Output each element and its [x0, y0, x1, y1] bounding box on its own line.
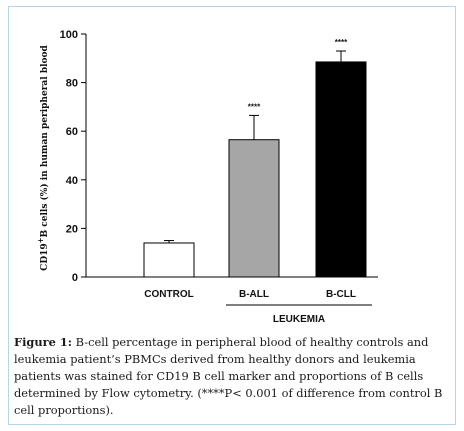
plot-area: 0 20 40 60 80 100 CONTROL **** B-ALL **** B-CLL LEU…	[60, 29, 378, 325]
group-label: LEUKEMIA	[273, 314, 325, 325]
significance-label: ****	[335, 38, 348, 47]
figure-caption: Figure 1: B-cell percentage in periphera…	[14, 334, 450, 419]
y-axis-label-rest: B cells (%) in human peripheral blood	[39, 44, 50, 237]
bar-chart: CD19+B cells (%) in human peripheral blo…	[36, 29, 378, 325]
bar-control	[143, 242, 195, 278]
x-category-label: B-ALL	[239, 289, 269, 300]
bar-b-cll	[315, 61, 367, 278]
y-axis-label: CD19+B cells (%) in human peripheral blo…	[36, 44, 50, 270]
x-category-label: B-CLL	[326, 289, 356, 300]
y-tick-label: 20	[66, 223, 78, 235]
y-tick-label: 60	[66, 126, 78, 138]
significance-label: ****	[248, 102, 261, 111]
caption-text: B-cell percentage in peripheral blood of…	[14, 335, 443, 417]
y-axis-label-superscript: +	[36, 237, 45, 243]
caption-label: Figure 1:	[14, 335, 73, 349]
y-axis-label-main: CD19	[40, 243, 50, 271]
x-category-label: CONTROL	[144, 289, 193, 300]
y-tick-label: 0	[72, 272, 78, 284]
y-tick-label: 100	[60, 29, 78, 41]
y-tick-label: 80	[66, 78, 78, 90]
svg-text:CD19+B cells (%) in human peri: CD19+B cells (%) in human peripheral blo…	[36, 44, 50, 270]
y-tick-label: 40	[66, 175, 78, 187]
bar-b-all	[228, 139, 280, 278]
